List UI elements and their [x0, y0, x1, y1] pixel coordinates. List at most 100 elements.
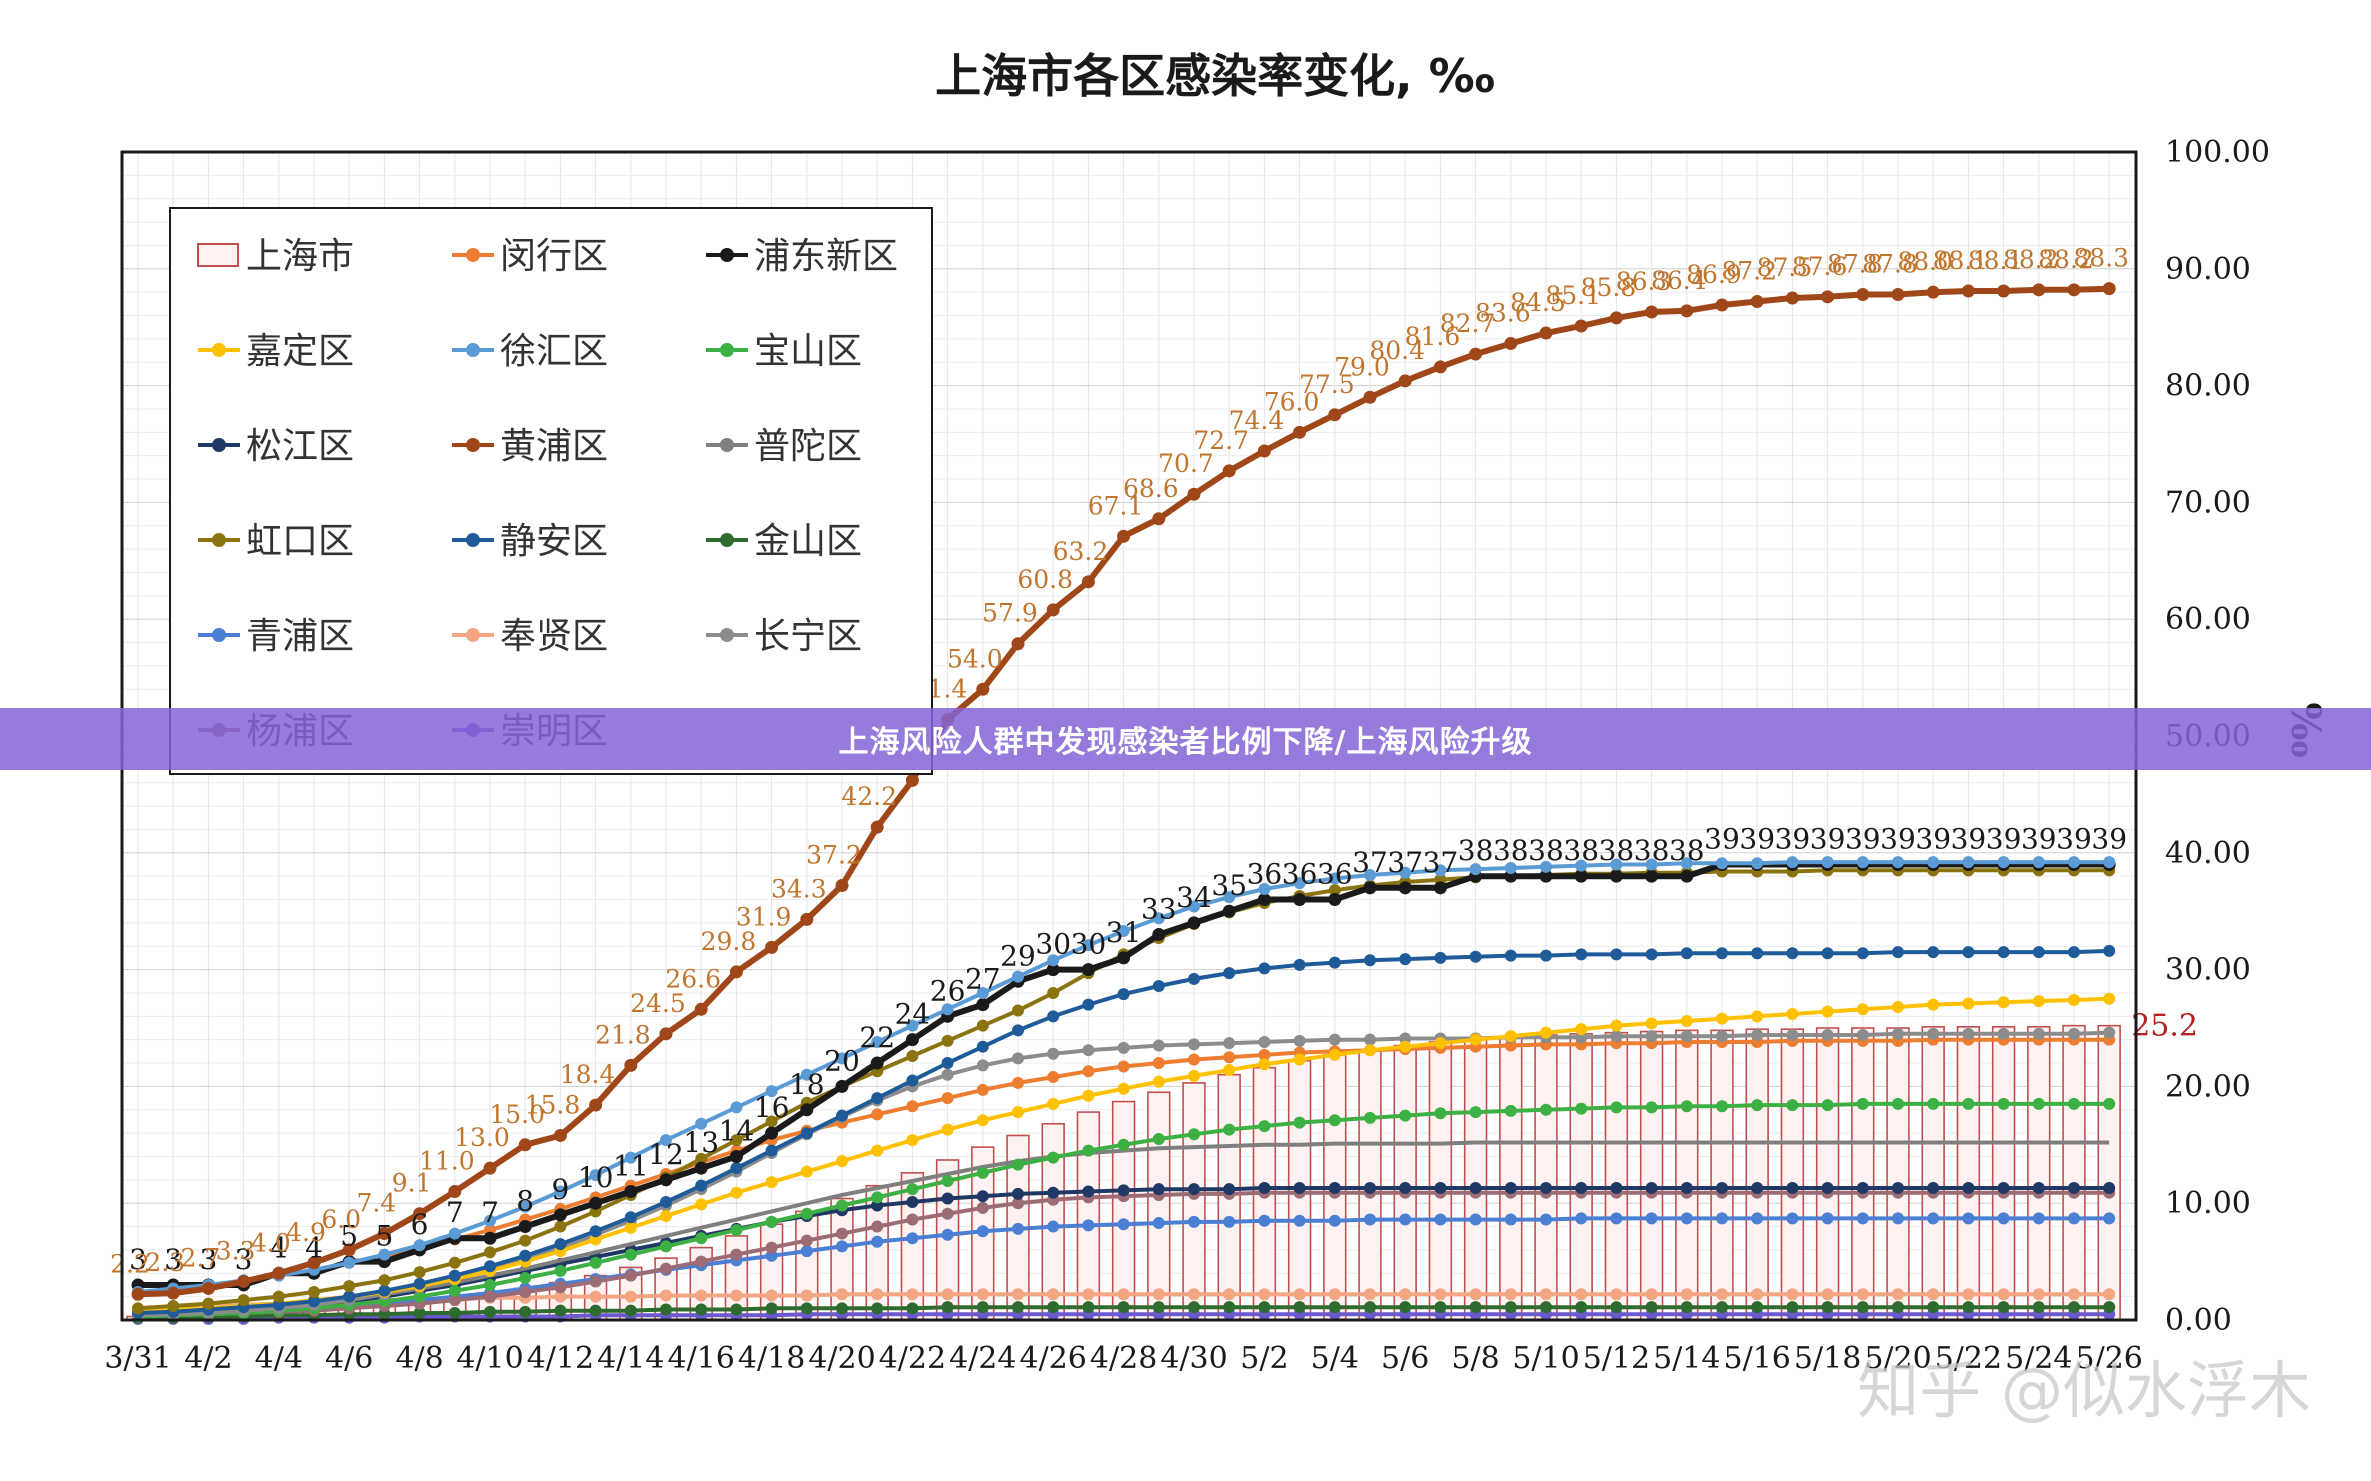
data-point [1047, 986, 1060, 999]
data-point [1046, 963, 1060, 977]
data-point [132, 1302, 144, 1315]
data-label: 38 [1669, 834, 1705, 867]
data-point [483, 1231, 497, 1245]
legend-label: 奉贤区 [500, 616, 608, 657]
bar [1745, 1028, 1769, 1321]
legend-label: 松江区 [246, 426, 354, 467]
data-point [378, 1274, 391, 1287]
data-point [765, 940, 779, 954]
data-point [941, 1092, 954, 1105]
data-label: 35 [1211, 869, 1247, 902]
data-point [1645, 1182, 1658, 1195]
data-label: 20 [824, 1044, 860, 1077]
data-point [1716, 1182, 1728, 1195]
data-label: 34 [1176, 881, 1212, 914]
data-point [167, 1299, 180, 1312]
data-point [1258, 1036, 1271, 1049]
bar [1534, 1034, 1558, 1321]
data-label: 38 [1458, 834, 1494, 867]
data-point [1540, 1213, 1552, 1226]
data-point [237, 1274, 251, 1288]
data-point [1293, 877, 1306, 890]
data-point [1962, 1212, 1975, 1225]
x-tick-label: 5/4 [1311, 1341, 1359, 1376]
data-point [2102, 282, 2116, 296]
data-point [976, 1201, 989, 1214]
data-label: 30 [1035, 928, 1071, 961]
data-label: 86.9 [1686, 260, 1742, 289]
data-point [1223, 1288, 1236, 1301]
data-point [800, 1234, 813, 1247]
data-point [624, 1058, 638, 1072]
data-point [1047, 1301, 1060, 1314]
data-point [1469, 1033, 1482, 1046]
data-point [1257, 893, 1271, 907]
data-point [1997, 1027, 2010, 1040]
data-label: 38 [1528, 834, 1564, 867]
x-tick-label: 3/31 [104, 1341, 171, 1376]
data-point [1997, 996, 2010, 1009]
data-point [1433, 360, 1447, 374]
x-tick-label: 4/22 [879, 1341, 946, 1376]
data-label: 39 [1845, 822, 1881, 855]
data-point [694, 1161, 708, 1175]
data-label: 63.2 [1053, 537, 1109, 566]
y-tick-label: 20.00 [2165, 1069, 2251, 1104]
data-point [976, 1288, 989, 1301]
data-point [1364, 1182, 1376, 1195]
data-point [343, 1256, 356, 1269]
data-point [1927, 998, 1940, 1011]
data-point [1152, 1183, 1165, 1196]
data-point [1751, 1212, 1764, 1225]
data-point [730, 1303, 743, 1316]
data-point [1716, 857, 1728, 870]
data-point [1821, 1212, 1834, 1225]
data-point [1047, 1097, 1060, 1110]
data-point [1751, 1301, 1764, 1314]
data-point [730, 1134, 743, 1147]
x-tick-label: 4/18 [738, 1341, 805, 1376]
data-point [1962, 946, 1975, 959]
data-point [1434, 1107, 1447, 1120]
data-point [519, 1305, 532, 1318]
data-point [307, 1256, 321, 1270]
data-point [1188, 1128, 1200, 1141]
data-label: 37 [1423, 846, 1459, 879]
data-point [518, 1220, 532, 1234]
data-point [1610, 858, 1623, 871]
y-tick-label: 0.00 [2165, 1303, 2232, 1338]
data-point [1751, 1288, 1764, 1301]
data-point [1257, 444, 1271, 458]
data-point [1962, 1027, 1975, 1040]
data-point [765, 1126, 779, 1140]
data-point [1399, 1301, 1412, 1314]
data-point [1680, 869, 1694, 883]
data-label: 54.0 [947, 644, 1003, 673]
legend-swatch [197, 243, 239, 267]
data-point [1328, 884, 1341, 897]
data-point [1117, 1218, 1130, 1231]
data-point [1152, 1288, 1165, 1301]
data-label: 14 [719, 1114, 755, 1147]
data-point [1856, 1288, 1869, 1301]
bar [2097, 1024, 2121, 1321]
data-point [1539, 869, 1553, 883]
data-point [1223, 1183, 1236, 1196]
data-point [660, 1134, 672, 1147]
data-label: 39 [1775, 822, 1811, 855]
data-point [871, 1092, 884, 1105]
data-point [1821, 947, 1834, 960]
data-point [1645, 869, 1659, 883]
data-point [624, 1290, 637, 1303]
data-point [765, 1289, 778, 1302]
data-point [941, 1003, 954, 1016]
data-point [624, 1269, 637, 1282]
data-label: 31 [1106, 916, 1142, 949]
data-point [1716, 1030, 1728, 1043]
data-label: 83.6 [1475, 299, 1531, 328]
legend-marker [466, 533, 480, 547]
data-point [800, 1289, 813, 1302]
data-point [1892, 1027, 1904, 1040]
data-point [624, 1211, 637, 1224]
